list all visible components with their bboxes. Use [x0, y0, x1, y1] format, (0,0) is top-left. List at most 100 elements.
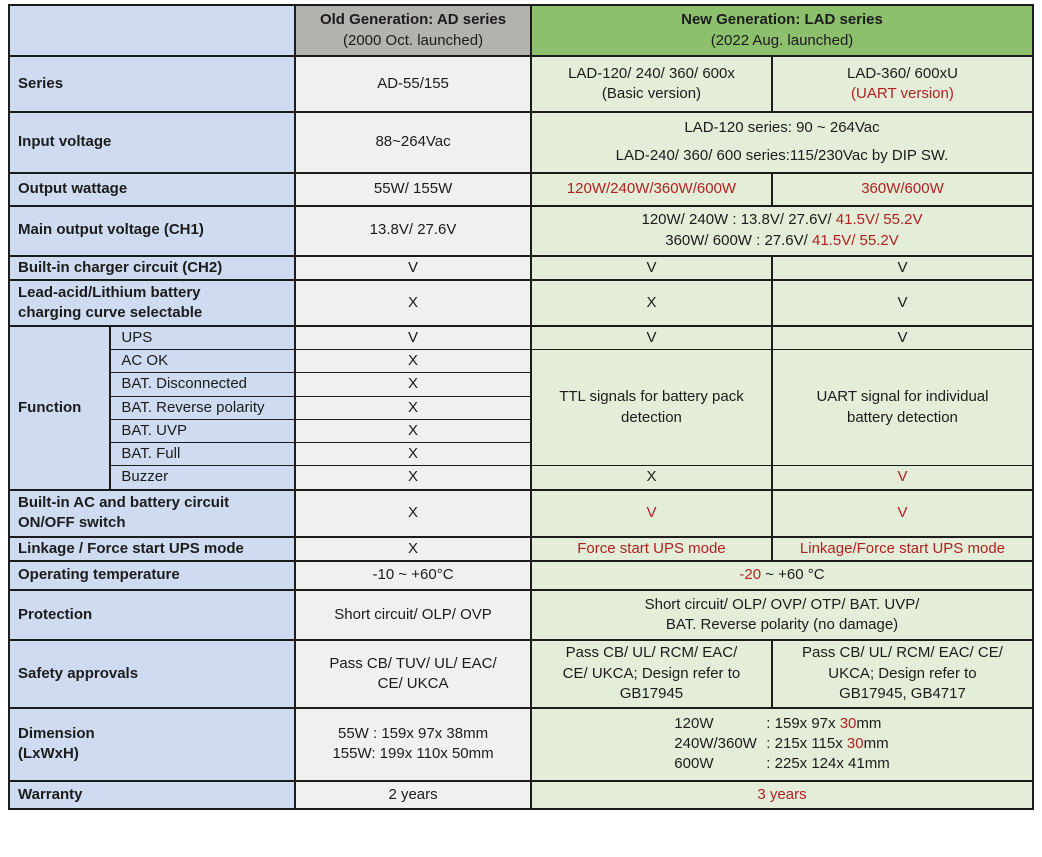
- cell-input-voltage-new: LAD-120 series: 90 ~ 264Vac LAD-240/ 360/…: [532, 113, 1034, 174]
- text-line: LAD-240/ 360/ 600 series:115/230Vac by D…: [536, 142, 1028, 170]
- cell-onoff-old: X: [296, 490, 532, 538]
- text-run: : 225x 124x 41mm: [766, 755, 890, 773]
- text-run: Pass CB/ TUV/ UL/ EAC/: [329, 654, 497, 672]
- text-run: : 215x 115x: [766, 735, 847, 753]
- text-line: 360W/600W: [777, 179, 1028, 199]
- cell-main-output-old: 13.8V/ 27.6V: [296, 206, 532, 257]
- row-label-main-output-voltage: Main output voltage (CH1): [10, 206, 297, 257]
- row-label-operating-temperature: Operating temperature: [10, 561, 297, 591]
- row-label-series: Series: [10, 57, 297, 113]
- text-line: LAD-360/ 600xU: [777, 64, 1028, 84]
- text-line: Short circuit/ OLP/ OVP/ OTP/ BAT. UVP/: [536, 595, 1028, 615]
- text-line: LAD-120 series: 90 ~ 264Vac: [536, 114, 1028, 142]
- text-line: Built-in charger circuit (CH2): [18, 258, 290, 278]
- text-line: Pass CB/ UL/ RCM/ EAC/ CE/: [777, 643, 1028, 663]
- text-line: (UART version): [777, 84, 1028, 104]
- text-run: mm: [856, 714, 882, 732]
- text-line: 3 years: [536, 785, 1028, 805]
- text-run: 120W: [674, 714, 714, 732]
- text-run: Lead-acid/Lithium battery: [18, 283, 201, 301]
- text-line: ON/OFF switch: [18, 513, 290, 533]
- text-line: Linkage/Force start UPS mode: [777, 539, 1028, 559]
- row-label-onoff-switch: Built-in AC and battery circuit ON/OFF sw…: [10, 490, 297, 538]
- cell-warranty-new: 3 years: [532, 781, 1034, 810]
- text-run: charging curve selectable: [18, 303, 203, 321]
- cell-series-old: AD-55/155: [296, 57, 532, 113]
- cell-output-wattage-old: 55W/ 155W: [296, 173, 532, 207]
- text-line: CE/ UKCA: [300, 674, 526, 694]
- text-line: Old Generation: AD series: [300, 10, 526, 30]
- corner-cell: [10, 6, 297, 57]
- cell-bat-disconnected-old: X: [296, 373, 532, 397]
- text-run: (CH2): [182, 258, 223, 276]
- sub-label-ac-ok: AC OK: [111, 350, 297, 374]
- text-line: TTL signals for battery pack: [536, 387, 767, 407]
- text-run: New Generation: LAD series: [681, 11, 883, 29]
- text-run: 41.5V/ 55.2V: [835, 211, 923, 229]
- text-line: UKCA; Design refer to: [777, 664, 1028, 684]
- text-run: (Basic version): [601, 85, 702, 102]
- text-run: Main output voltage: [18, 221, 164, 239]
- text-run: Force start UPS mode: [577, 539, 726, 557]
- text-run: 120W/240W/360W/600W: [566, 179, 737, 197]
- row-label-function: Function: [10, 326, 112, 491]
- text-line: 600W: 225x 124x 41mm: [674, 754, 889, 774]
- text-run: -20: [739, 566, 762, 584]
- cell-protection-new: Short circuit/ OLP/ OVP/ OTP/ BAT. UVP/B…: [532, 590, 1034, 641]
- text-run: (LxWxH): [18, 745, 79, 763]
- text-run: Built-in AC and battery circuit: [18, 493, 230, 511]
- text-line: Main output voltage (CH1): [18, 220, 290, 240]
- text-line: (2000 Oct. launched): [300, 31, 526, 51]
- row-label-input-voltage: Input voltage: [10, 113, 297, 174]
- text-line: V: [777, 503, 1028, 523]
- text-line: UART signal for individual: [777, 387, 1028, 407]
- text-line: detection: [536, 408, 767, 428]
- cell-onoff-uart: V: [772, 490, 1034, 538]
- cell-battery-curve-basic: X: [532, 280, 773, 327]
- text-run: GB17945: [619, 684, 684, 702]
- row-label-warranty: Warranty: [10, 781, 297, 810]
- row-label-charger-circuit: Built-in charger circuit (CH2): [10, 256, 297, 281]
- text-run: Pass CB/ UL/ RCM/ EAC/ CE/: [802, 644, 1003, 662]
- text-line: -20 ~ +60 °C: [536, 565, 1028, 585]
- text-run: ON/OFF switch: [18, 514, 126, 531]
- cell-output-wattage-basic: 120W/240W/360W/600W: [532, 173, 773, 207]
- text-run: V: [897, 468, 908, 486]
- cell-bat-reverse-polarity-old: X: [296, 396, 532, 420]
- spec-comparison-wrapper: Old Generation: AD series (2000 Oct. laun…: [8, 4, 1042, 810]
- text-run: UART signal for individual: [816, 388, 989, 406]
- text-line: New Generation: LAD series: [536, 10, 1028, 30]
- text-run: UKCA; Design refer to: [828, 664, 977, 682]
- text-run: Dimension: [18, 725, 95, 742]
- header-old-generation: Old Generation: AD series (2000 Oct. laun…: [296, 6, 532, 57]
- text-line: Force start UPS mode: [536, 539, 767, 559]
- sub-label-bat-reverse-polarity: BAT. Reverse polarity: [111, 396, 297, 420]
- cell-op-temp-new: -20 ~ +60 °C: [532, 561, 1034, 591]
- text-run: : 159x 97x: [766, 714, 840, 732]
- sub-label-bat-disconnected: BAT. Disconnected: [111, 373, 297, 397]
- cell-buzzer-uart: V: [772, 466, 1034, 491]
- cell-function-uart-merged: UART signal for individual battery detect…: [772, 350, 1034, 467]
- text-line: V: [777, 467, 1028, 487]
- spec-comparison-table: Old Generation: AD series (2000 Oct. laun…: [8, 4, 1034, 810]
- text-run: (UART version): [851, 85, 954, 102]
- cell-series-basic: LAD-120/ 240/ 360/ 600x (Basic version): [532, 57, 773, 113]
- cell-bat-full-old: X: [296, 443, 532, 467]
- text-line: (2022 Aug. launched): [536, 31, 1028, 51]
- cell-main-output-new: 120W/ 240W : 13.8V/ 27.6V/ 41.5V/ 55.2V 3…: [532, 206, 1034, 257]
- cell-charger-uart: V: [772, 256, 1034, 281]
- cell-battery-curve-old: X: [296, 280, 532, 327]
- text-run: 55W : 159x 97x 38mm: [338, 725, 489, 742]
- text-run: 360W/ 600W : 27.6V/: [665, 231, 812, 249]
- text-run: (CH1): [163, 221, 204, 239]
- text-run: GB17945, GB4717: [839, 684, 966, 702]
- text-run: Old Generation: AD series: [319, 11, 507, 29]
- text-line: charging curve selectable: [18, 303, 290, 323]
- text-run: CE/ UKCA; Design refer to: [562, 664, 741, 682]
- cell-ups-basic: V: [532, 326, 773, 350]
- cell-ups-old: V: [296, 326, 532, 350]
- row-label-protection: Protection: [10, 590, 297, 641]
- text-run: Short circuit/ OLP/ OVP/ OTP/ BAT. UVP/: [644, 595, 920, 613]
- text-run: 3 years: [757, 785, 807, 803]
- sub-label-bat-uvp: BAT. UVP: [111, 419, 297, 443]
